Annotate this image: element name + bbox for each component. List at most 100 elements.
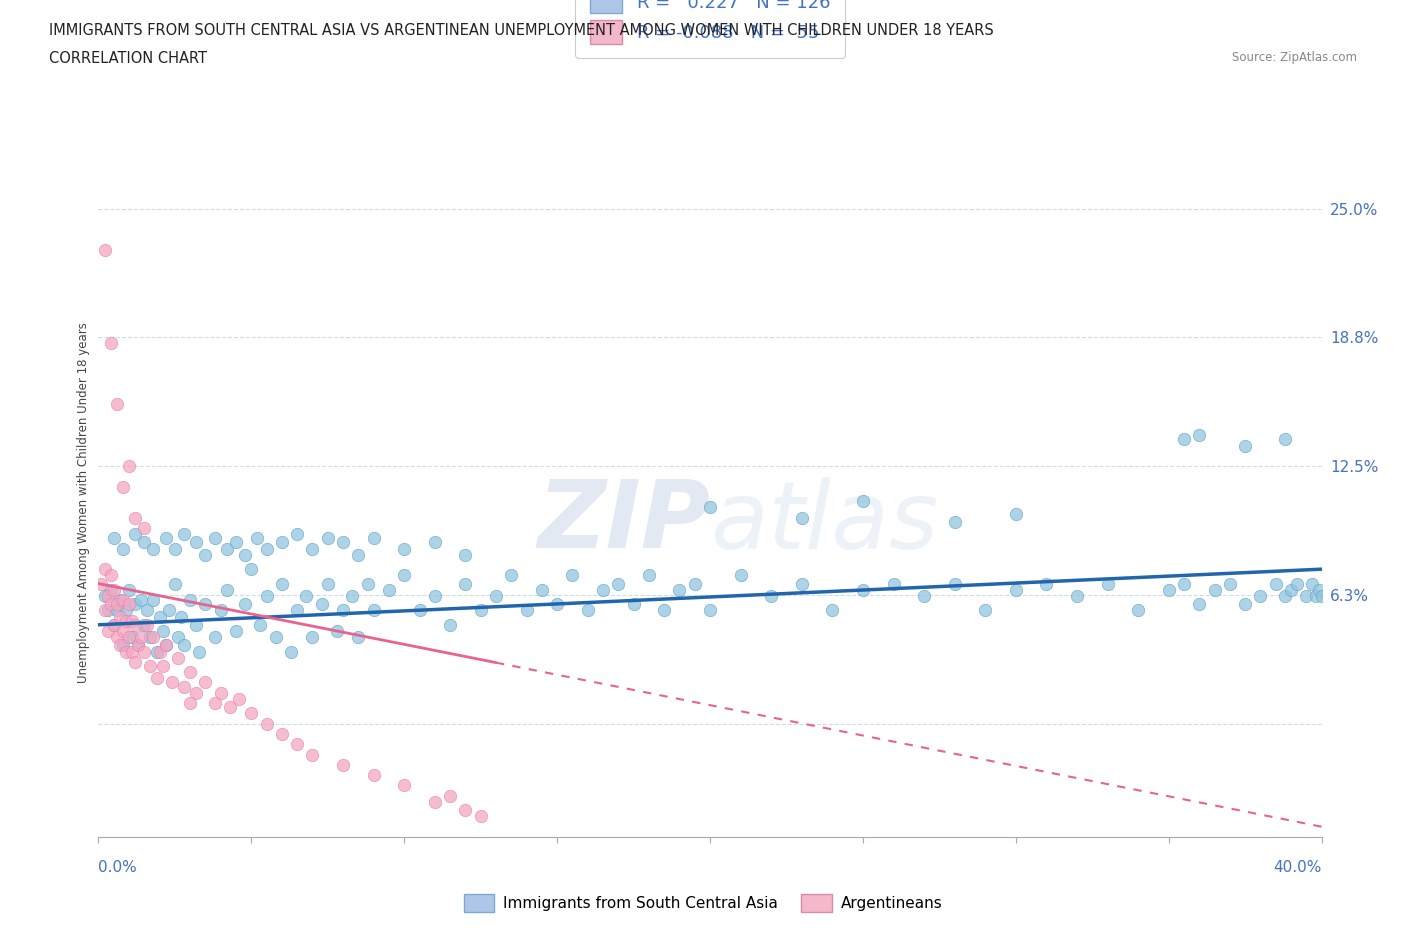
Point	[607, 577, 630, 591]
Point	[179, 696, 201, 711]
Point	[134, 618, 156, 632]
Point	[790, 511, 813, 525]
Point	[194, 675, 217, 690]
Point	[1066, 589, 1088, 604]
Point	[530, 582, 553, 597]
Point	[256, 589, 278, 604]
Point	[145, 644, 167, 659]
Point	[124, 526, 146, 541]
Point	[134, 521, 156, 536]
Point	[249, 618, 271, 632]
Point	[256, 716, 278, 731]
Point	[295, 589, 318, 604]
Point	[454, 547, 477, 562]
Point	[93, 589, 115, 604]
Point	[1157, 582, 1180, 597]
Point	[105, 397, 128, 412]
Point	[883, 577, 905, 591]
Point	[316, 577, 339, 591]
Point	[194, 547, 217, 562]
Point	[170, 609, 193, 624]
Point	[759, 589, 782, 604]
Point	[285, 526, 308, 541]
Point	[149, 609, 172, 624]
Point	[142, 592, 165, 607]
Point	[576, 603, 599, 618]
Point	[699, 603, 721, 618]
Point	[1274, 589, 1296, 604]
Point	[378, 582, 401, 597]
Point	[111, 592, 134, 607]
Point	[1128, 603, 1150, 618]
Point	[115, 603, 138, 618]
Point	[124, 618, 146, 632]
Point	[142, 541, 165, 556]
Point	[1305, 589, 1327, 604]
Point	[105, 597, 128, 612]
Point	[124, 597, 146, 612]
Point	[1188, 428, 1211, 443]
Point	[93, 562, 115, 577]
Point	[423, 794, 446, 809]
Point	[142, 630, 165, 644]
Point	[118, 582, 141, 597]
Point	[186, 535, 208, 550]
Point	[121, 613, 143, 628]
Text: 0.0%: 0.0%	[98, 860, 138, 875]
Point	[103, 531, 125, 546]
Text: CORRELATION CHART: CORRELATION CHART	[49, 51, 207, 66]
Point	[129, 630, 152, 644]
Point	[121, 644, 143, 659]
Point	[270, 726, 292, 741]
Point	[1004, 582, 1026, 597]
Point	[423, 535, 446, 550]
Point	[225, 535, 247, 550]
Point	[1286, 577, 1309, 591]
Point	[1173, 577, 1195, 591]
Text: 40.0%: 40.0%	[1274, 860, 1322, 875]
Point	[105, 603, 128, 618]
Legend: R =   0.227   N = 126, R = -0.088   N =  55: R = 0.227 N = 126, R = -0.088 N = 55	[575, 0, 845, 58]
Point	[103, 618, 125, 632]
Point	[1173, 432, 1195, 446]
Point	[592, 582, 614, 597]
Point	[100, 582, 122, 597]
Point	[501, 568, 523, 583]
Point	[270, 577, 292, 591]
Point	[209, 603, 232, 618]
Point	[155, 638, 177, 653]
Legend: Immigrants from South Central Asia, Argentineans: Immigrants from South Central Asia, Arge…	[457, 888, 949, 918]
Point	[392, 568, 416, 583]
Point	[93, 603, 115, 618]
Point	[127, 638, 149, 653]
Point	[912, 589, 935, 604]
Point	[204, 630, 226, 644]
Point	[316, 531, 339, 546]
Point	[1279, 582, 1302, 597]
Point	[347, 630, 370, 644]
Point	[111, 638, 134, 653]
Point	[105, 630, 128, 644]
Point	[100, 597, 122, 612]
Point	[1204, 582, 1226, 597]
Point	[342, 589, 364, 604]
Point	[167, 630, 190, 644]
Point	[301, 630, 323, 644]
Point	[852, 582, 875, 597]
Point	[652, 603, 675, 618]
Point	[1234, 438, 1257, 453]
Point	[454, 803, 477, 817]
Point	[240, 562, 263, 577]
Point	[97, 623, 120, 638]
Point	[561, 568, 583, 583]
Point	[108, 592, 131, 607]
Point	[129, 592, 152, 607]
Point	[301, 541, 323, 556]
Point	[136, 603, 159, 618]
Point	[546, 597, 568, 612]
Point	[311, 597, 333, 612]
Point	[149, 644, 172, 659]
Point	[233, 597, 256, 612]
Point	[347, 547, 370, 562]
Point	[326, 623, 349, 638]
